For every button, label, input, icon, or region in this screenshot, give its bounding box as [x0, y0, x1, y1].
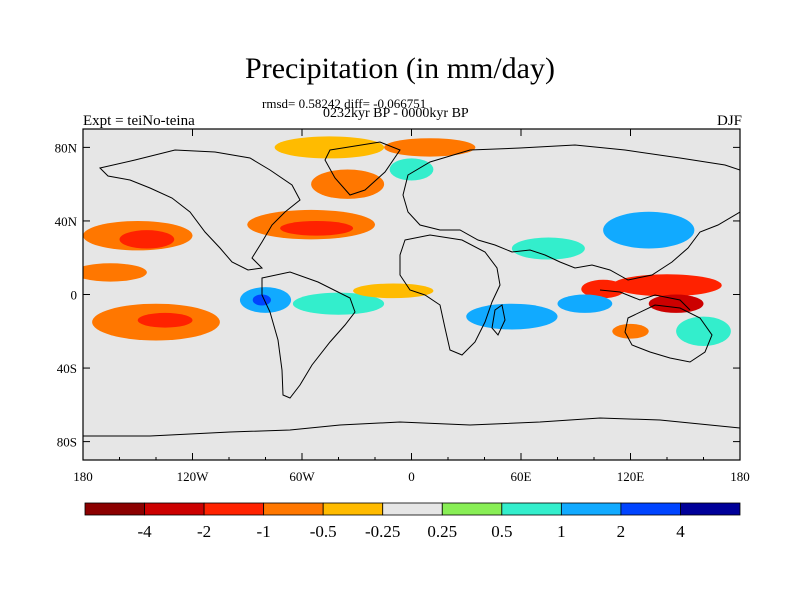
colorbar-label: 4	[676, 522, 685, 541]
anomaly-blob-22	[612, 323, 649, 339]
colorbar-label: -1	[257, 522, 271, 541]
chart-title: Precipitation (in mm/day)	[245, 52, 555, 85]
colorbar-swatch	[84, 502, 145, 516]
y-tick-label: 40S	[57, 361, 77, 376]
colorbar-swatch	[501, 502, 562, 516]
colorbar-swatch	[382, 502, 443, 516]
colorbar-swatch	[144, 502, 205, 516]
anomaly-blob-23	[676, 316, 731, 346]
coast-north-america	[99, 149, 301, 271]
anomaly-blob-7	[274, 136, 385, 159]
anomaly-blob-19	[648, 294, 704, 313]
x-tick-label: 180	[73, 469, 93, 484]
coast-madagascar	[491, 304, 506, 336]
x-tick-label: 0	[408, 469, 415, 484]
coastlines	[83, 141, 740, 437]
x-tick-label: 180	[730, 469, 750, 484]
y-tick-label: 80S	[57, 435, 77, 450]
season-label: DJF	[716, 113, 742, 129]
anomaly-blob-14	[353, 283, 434, 299]
colorbar-swatch	[560, 502, 622, 516]
colorbar-swatch	[322, 502, 384, 516]
x-tick-label: 60W	[289, 469, 315, 484]
x-axis: 180 120W 60W 0 60E 120E 180	[73, 129, 750, 484]
anomaly-blob-18	[612, 274, 722, 297]
colorbar-label: 2	[617, 522, 626, 541]
coast-indonesia	[599, 289, 691, 311]
colorbar-label: -0.5	[310, 522, 337, 541]
x-tick-label: 60E	[511, 469, 532, 484]
colorbar-swatch	[620, 502, 681, 516]
anomaly-blob-15	[466, 303, 558, 330]
experiment-label: Expt = teiNo-teina	[83, 113, 195, 129]
anomaly-blob-20	[581, 279, 626, 299]
colorbar-swatch	[203, 502, 265, 516]
coast-greenland	[324, 141, 401, 196]
anomaly-blob-4	[137, 312, 193, 328]
anomaly-blob-16	[511, 237, 585, 260]
anomaly-blob-2	[83, 263, 147, 282]
coast-eurasia	[402, 144, 740, 281]
x-tick-label: 120E	[617, 469, 645, 484]
colorbar-label: 1	[557, 522, 566, 541]
colorbar-label: -2	[197, 522, 211, 541]
colorbar-label: -0.25	[365, 522, 400, 541]
colorbar-swatch	[680, 502, 741, 516]
period-text: 0232kyr BP - 0000kyr BP	[323, 106, 469, 121]
colorbar-label: -4	[137, 522, 152, 541]
colorbar-swatch	[263, 502, 324, 516]
coast-antarctica	[83, 417, 740, 437]
coast-australia	[624, 304, 713, 363]
anomaly-blob-21	[557, 294, 613, 313]
colorbar-swatch	[441, 502, 503, 516]
anomaly-blob-6	[280, 220, 354, 236]
anomaly-blob-13	[292, 292, 385, 315]
y-tick-label: 40N	[55, 214, 78, 229]
coast-south-america	[261, 271, 356, 399]
anomaly-blob-1	[119, 230, 175, 249]
colorbar-label: 0.25	[427, 522, 457, 541]
x-tick-label: 120W	[177, 469, 210, 484]
anomaly-blob-8	[384, 138, 476, 157]
colorbar: -4 -2 -1 -0.5 -0.25 0.25 0.5 1 2 4	[84, 502, 741, 541]
colorbar-label: 0.5	[491, 522, 512, 541]
anomaly-blob-10	[389, 158, 434, 181]
y-tick-label: 0	[71, 288, 78, 303]
anomaly-blob-9	[311, 169, 385, 199]
y-axis: 80N 40N 0 40S 80S	[55, 140, 740, 450]
y-tick-label: 80N	[55, 140, 78, 155]
coast-africa	[399, 234, 501, 356]
anomaly-blob-12	[252, 294, 271, 306]
anomaly-blob-17	[603, 211, 695, 249]
anomaly-field	[83, 136, 731, 346]
stats-text: rmsd= 0.58242 diff= -0.066751	[262, 96, 427, 111]
